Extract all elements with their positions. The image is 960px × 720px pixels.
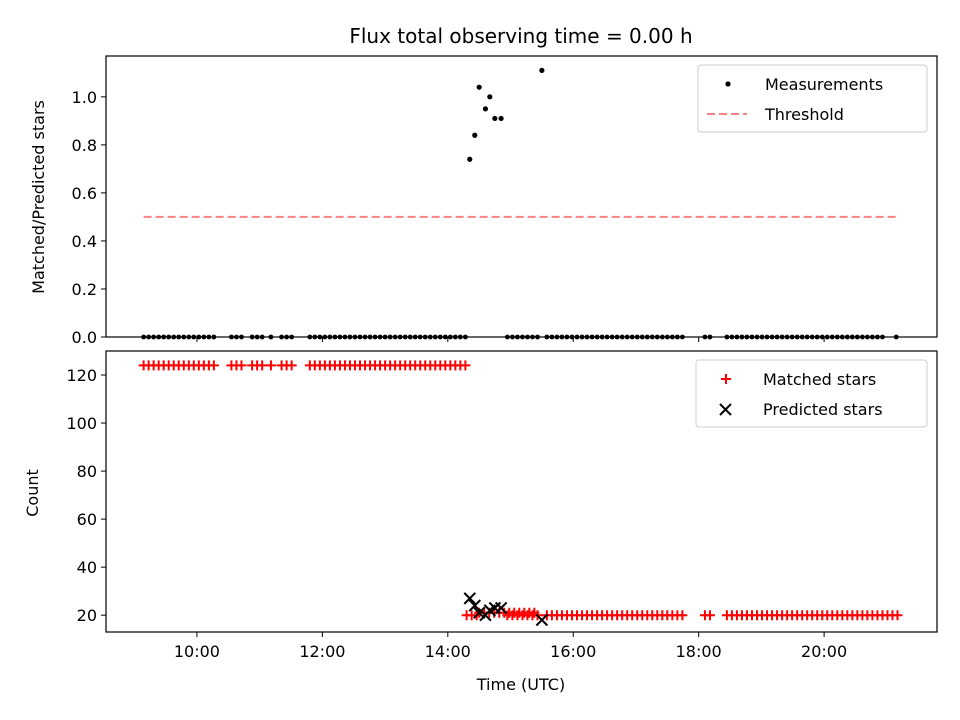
matched-star-point	[704, 610, 715, 621]
matched-star-point	[257, 360, 268, 371]
bottom-plot-legend: Matched stars Predicted stars	[695, 359, 928, 428]
legend-label-predicted: Predicted stars	[763, 400, 883, 419]
y-tick-label: 20	[77, 606, 97, 625]
legend-box	[697, 64, 928, 133]
bottom-plot-y-label: Count	[23, 469, 42, 517]
matched-star-point	[529, 607, 540, 618]
matched-star-point	[286, 360, 297, 371]
measurement-point	[482, 106, 489, 112]
measurement-point	[476, 84, 482, 90]
y-tick-label: 0.6	[72, 184, 97, 203]
y-tick-label: 80	[77, 462, 97, 481]
matched-star-point	[460, 360, 471, 371]
measurement-point	[487, 94, 493, 100]
bottom-plot-x-label: Time (UTC)	[476, 675, 565, 694]
predicted-star-point	[494, 601, 508, 615]
matched-star-point	[892, 610, 903, 621]
bottom-plot-frame	[105, 350, 938, 633]
matched-star-point	[208, 360, 219, 371]
y-tick-label: 0.0	[72, 328, 97, 347]
measurement-point	[472, 132, 478, 138]
top-plot-frame	[105, 55, 938, 338]
matched-star-point	[677, 610, 688, 621]
y-tick-label: 0.2	[72, 280, 97, 299]
measurement-point	[492, 115, 498, 122]
legend-label-matched: Matched stars	[763, 370, 876, 389]
measurement-point	[467, 156, 473, 162]
top-plot-legend: Measurements Threshold	[697, 64, 928, 133]
chart-title: Flux total observing time = 0.00 h	[349, 24, 692, 48]
y-tick-label: 100	[66, 414, 97, 433]
predicted-star-point	[535, 613, 549, 627]
legend-label-threshold: Threshold	[764, 105, 844, 124]
measurement-point	[498, 115, 504, 122]
top-plot-x-ticks	[196, 337, 825, 342]
y-tick-label: 0.8	[72, 136, 97, 155]
y-tick-label: 0.4	[72, 232, 97, 251]
legend-box	[695, 359, 928, 428]
legend-marker-matched	[721, 374, 731, 384]
x-tick-label: 12:00	[299, 642, 345, 661]
bottom-plot-axes: 20 40 60 80 100 120 10:00 12:00 14:00 16:00 18:00 2…	[66, 366, 847, 661]
matched-star-point	[236, 360, 247, 371]
y-tick-label: 40	[77, 558, 97, 577]
x-tick-label: 10:00	[174, 642, 220, 661]
x-tick-label: 16:00	[550, 642, 596, 661]
x-tick-label: 20:00	[801, 642, 847, 661]
x-tick-label: 14:00	[425, 642, 471, 661]
top-plot-y-axis: 0.0 0.2 0.4 0.6 0.8 1.0	[72, 88, 106, 347]
predicted-star-point	[463, 592, 476, 605]
measurement-point	[539, 67, 545, 74]
matched-star-point	[265, 360, 276, 371]
legend-marker-predicted	[719, 403, 732, 416]
legend-label-measurements: Measurements	[765, 75, 883, 94]
y-tick-label: 60	[77, 510, 97, 529]
top-plot-y-label: Matched/Predicted stars	[29, 100, 48, 294]
legend-marker-measurements	[725, 81, 731, 87]
predicted-star-point	[468, 599, 481, 612]
bottom-plot-content	[138, 360, 903, 627]
y-tick-label: 1.0	[72, 88, 97, 107]
x-tick-label: 18:00	[676, 642, 722, 661]
y-tick-label: 120	[66, 366, 97, 385]
